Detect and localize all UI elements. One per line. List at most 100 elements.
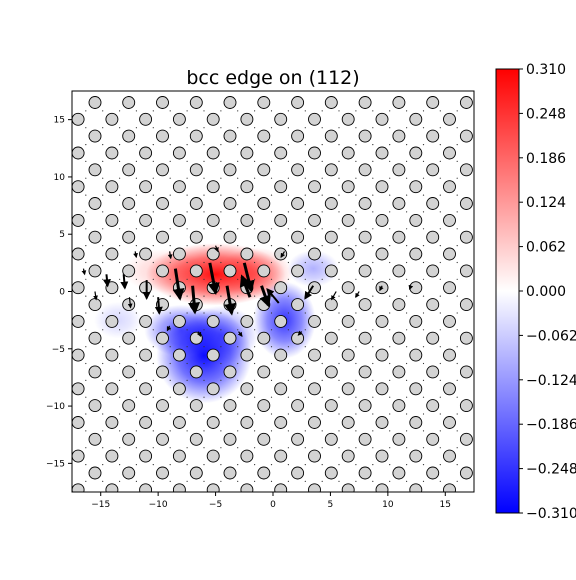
atom-marker bbox=[308, 382, 321, 396]
vector-dot bbox=[304, 430, 306, 432]
vector-dot bbox=[270, 346, 273, 348]
vector-dot bbox=[338, 194, 340, 196]
atom-marker bbox=[274, 112, 288, 126]
atom-marker bbox=[274, 449, 288, 463]
vector-dot bbox=[422, 127, 425, 129]
atom-marker bbox=[223, 264, 237, 278]
vector-dot bbox=[85, 278, 87, 280]
vector-dot bbox=[119, 295, 121, 297]
vector-dot bbox=[186, 177, 188, 179]
displacement-arrow bbox=[331, 291, 337, 301]
vector-dot bbox=[338, 278, 340, 280]
vector-dot bbox=[456, 379, 458, 381]
atom-marker bbox=[240, 146, 254, 160]
atom-marker bbox=[308, 348, 321, 362]
vector-dot bbox=[422, 144, 425, 146]
vector-dot bbox=[203, 110, 205, 112]
vector-dot bbox=[237, 312, 239, 314]
atom-marker bbox=[156, 331, 169, 345]
vector-dot bbox=[237, 160, 239, 162]
vector-dot bbox=[389, 160, 391, 162]
vector-dot bbox=[355, 110, 357, 112]
atom-marker bbox=[477, 349, 489, 361]
vector-dot bbox=[186, 464, 188, 466]
atom-marker bbox=[324, 197, 338, 210]
vector-dot bbox=[85, 245, 87, 247]
atom-marker bbox=[189, 96, 203, 109]
atom-marker bbox=[291, 399, 305, 413]
vector-dot bbox=[237, 211, 239, 213]
atom-marker bbox=[409, 348, 423, 362]
atom-marker bbox=[156, 163, 169, 177]
vector-dot bbox=[169, 480, 171, 482]
vector-dot bbox=[287, 261, 289, 264]
atom-marker bbox=[257, 365, 271, 379]
vector-dot bbox=[355, 228, 357, 230]
vector-dot bbox=[102, 261, 104, 264]
vector-dot bbox=[304, 413, 306, 415]
vector-dot bbox=[135, 447, 137, 449]
vector-dot bbox=[102, 245, 104, 247]
vector-dot bbox=[85, 110, 87, 112]
vector-dot bbox=[456, 245, 458, 247]
atom-marker bbox=[105, 348, 119, 362]
vector-dot bbox=[203, 278, 205, 280]
displacement-arrow bbox=[127, 297, 133, 309]
atom-marker bbox=[308, 449, 321, 463]
atom-marker bbox=[308, 314, 321, 328]
vector-dot bbox=[203, 413, 205, 415]
vector-dot bbox=[203, 396, 205, 398]
vector-dot bbox=[85, 228, 87, 230]
vector-dot bbox=[203, 127, 205, 129]
vector-dot bbox=[287, 278, 289, 280]
vector-dot bbox=[169, 413, 171, 415]
atom-marker bbox=[55, 366, 67, 378]
vector-dot bbox=[135, 144, 137, 146]
atom-marker bbox=[291, 230, 305, 244]
vector-dot bbox=[456, 430, 458, 432]
displacement-arrow bbox=[266, 287, 280, 304]
atom-marker bbox=[358, 163, 372, 177]
y-tick-label: 0 bbox=[59, 288, 65, 298]
atom-marker bbox=[72, 180, 85, 194]
vector-dot bbox=[135, 413, 137, 415]
x-tick-label: 0 bbox=[270, 500, 276, 510]
displacement-arrow bbox=[297, 330, 303, 336]
displacement-arrow bbox=[154, 297, 163, 315]
vector-dot bbox=[186, 211, 188, 213]
vector-dot bbox=[186, 160, 188, 162]
vector-dot bbox=[169, 346, 171, 348]
vector-dot bbox=[169, 194, 171, 196]
atom-marker bbox=[274, 247, 288, 261]
displacement-arrow bbox=[172, 268, 185, 301]
vector-dot bbox=[220, 329, 222, 331]
atom-marker bbox=[105, 449, 119, 463]
vector-dot bbox=[287, 413, 289, 415]
vector-dot bbox=[439, 177, 441, 179]
vector-dot bbox=[186, 144, 188, 146]
atom-marker bbox=[358, 197, 372, 210]
vector-dot bbox=[186, 430, 188, 432]
vector-dot bbox=[152, 127, 154, 129]
y-tick-label: 15 bbox=[54, 116, 65, 126]
vector-dot bbox=[270, 194, 273, 196]
vector-dot bbox=[355, 160, 357, 162]
atom-marker bbox=[189, 129, 203, 143]
atom-marker bbox=[122, 432, 136, 446]
vector-dot bbox=[287, 160, 289, 162]
atom-marker bbox=[172, 348, 186, 362]
atom-marker bbox=[72, 483, 85, 492]
vector-dot bbox=[102, 480, 104, 482]
vector-dot bbox=[203, 312, 205, 314]
vector-dot bbox=[270, 278, 273, 280]
vector-dot bbox=[85, 346, 87, 348]
atom-marker bbox=[72, 247, 85, 261]
displacement-arrow bbox=[224, 285, 236, 316]
vector-dot bbox=[355, 144, 357, 146]
atom-marker bbox=[392, 432, 406, 446]
atom-marker bbox=[308, 146, 321, 160]
vector-dot bbox=[304, 312, 306, 314]
vector-dot bbox=[372, 447, 374, 449]
vector-dot bbox=[220, 194, 222, 196]
atom-marker bbox=[172, 180, 186, 194]
